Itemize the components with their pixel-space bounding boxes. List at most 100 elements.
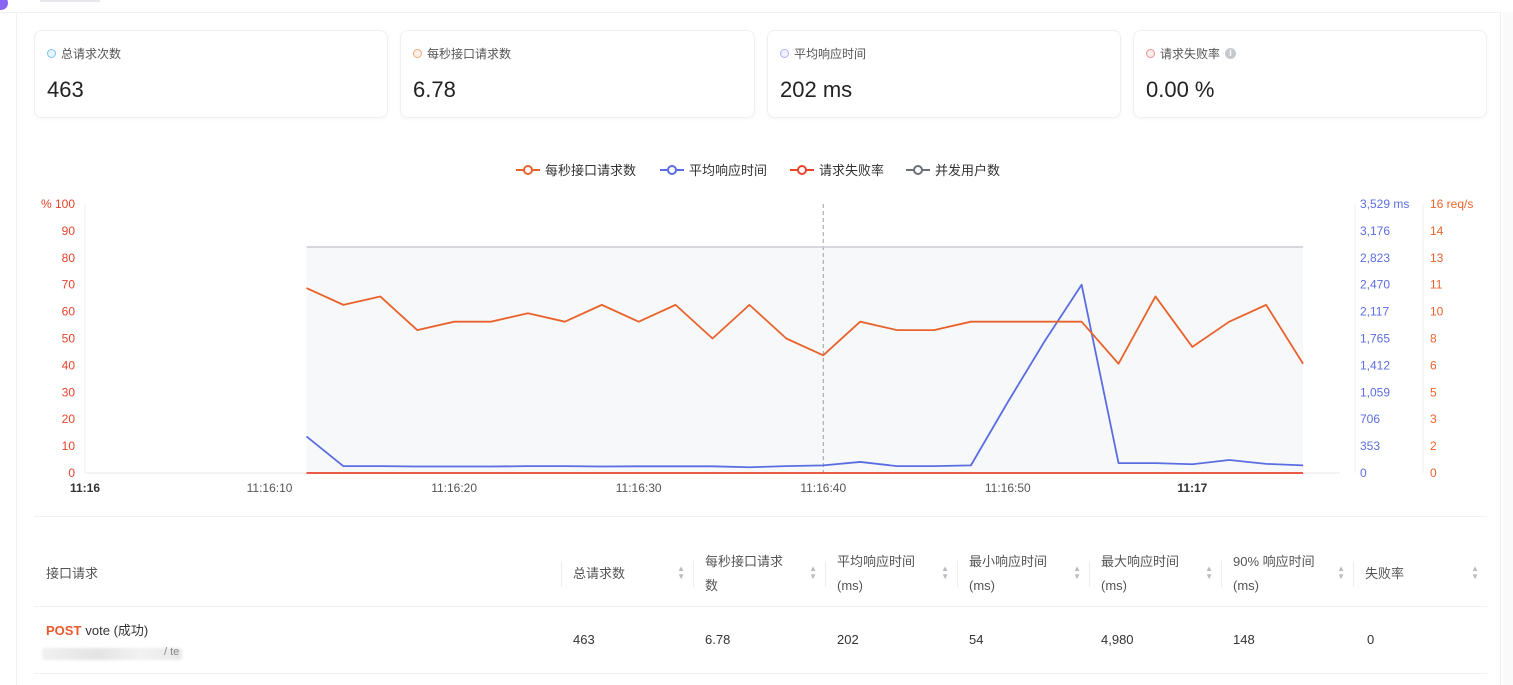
legend-item-failure-rate[interactable]: 请求失败率 bbox=[790, 160, 884, 179]
col-header-max-response[interactable]: 最大响应时间 (ms) ▲ ▼ bbox=[1089, 543, 1221, 605]
app-corner-badge bbox=[0, 0, 8, 10]
stat-value: 202 ms bbox=[780, 77, 853, 102]
stat-label: 总请求次数 bbox=[61, 47, 122, 61]
legend-item-concurrent-users[interactable]: 并发用户数 bbox=[906, 160, 1000, 179]
cell-p90-response: 148 bbox=[1233, 632, 1255, 647]
sort-icon[interactable]: ▲ ▼ bbox=[1337, 564, 1345, 581]
right-axis-rps-tick-label: 0 bbox=[1430, 466, 1437, 480]
stat-value: 463 bbox=[47, 77, 84, 102]
legend-label: 请求失败率 bbox=[819, 163, 885, 178]
endpoint-name: vote (成功) bbox=[85, 623, 149, 638]
x-axis-tick-label: 11:16 bbox=[70, 481, 100, 495]
stat-label: 请求失败率 bbox=[1160, 47, 1221, 61]
col-header-label: 最大响应时间 (ms) bbox=[1101, 554, 1180, 593]
right-axis-ms-tick-label: 1,059 bbox=[1360, 385, 1390, 399]
col-header-label: 最小响应时间 (ms) bbox=[969, 554, 1048, 593]
stat-card-failure-rate: 请求失败率 i 0.00 % bbox=[1133, 30, 1487, 118]
col-header-label: 总请求数 bbox=[573, 566, 626, 581]
left-axis-tick-label: 70 bbox=[62, 278, 76, 292]
cell-min-response: 54 bbox=[969, 632, 984, 647]
right-axis-ms-tick-label: 1,765 bbox=[1360, 332, 1390, 346]
endpoint-cell: POST vote (成功) bbox=[46, 620, 148, 639]
x-axis-tick-label: 11:16:10 bbox=[247, 481, 293, 495]
sort-icon[interactable]: ▲ ▼ bbox=[1073, 564, 1081, 581]
sort-icon[interactable]: ▲ ▼ bbox=[1205, 564, 1213, 581]
cell-rps: 6.78 bbox=[705, 632, 731, 647]
sort-icon[interactable]: ▲ ▼ bbox=[941, 564, 949, 581]
left-axis-tick-label: 20 bbox=[62, 412, 76, 426]
right-axis-ms-tick-label: 3,176 bbox=[1360, 224, 1390, 238]
legend-item-rps[interactable]: 每秒接口请求数 bbox=[516, 160, 636, 179]
legend-label: 每秒接口请求数 bbox=[545, 163, 637, 178]
x-axis-tick-label: 11:16:50 bbox=[985, 481, 1031, 495]
right-border bbox=[1500, 12, 1501, 685]
col-header-avg-response[interactable]: 平均响应时间 (ms) ▲ ▼ bbox=[825, 543, 957, 605]
sort-icon[interactable]: ▲ ▼ bbox=[1471, 564, 1479, 581]
left-axis-tick-label: 60 bbox=[62, 305, 76, 319]
x-axis-tick-label: 11:16:20 bbox=[431, 481, 477, 495]
legend-line-circle-icon bbox=[906, 164, 930, 175]
right-axis-rps-tick-label: 6 bbox=[1430, 358, 1437, 372]
table-header: 接口请求 总请求数 ▲ ▼ 每秒接口请求数 ▲ ▼ 平均响应时间 (ms) ▲ ▼ 最小… bbox=[34, 543, 1487, 605]
right-axis-rps-tick-label: 16 req/s bbox=[1430, 197, 1473, 211]
left-axis-tick-label: 90 bbox=[62, 224, 76, 238]
stat-value: 6.78 bbox=[413, 77, 456, 102]
cell-max-response: 4,980 bbox=[1101, 632, 1134, 647]
sort-icon[interactable]: ▲ ▼ bbox=[677, 564, 685, 581]
dot-icon bbox=[1146, 49, 1155, 58]
left-axis-tick-label: 10 bbox=[62, 439, 76, 453]
legend-line-circle-icon bbox=[516, 164, 540, 175]
redacted-path bbox=[42, 648, 182, 660]
right-axis-rps-tick-label: 11 bbox=[1430, 278, 1443, 292]
x-axis-tick-label: 11:16:40 bbox=[800, 481, 846, 495]
right-axis-rps-tick-label: 13 bbox=[1430, 251, 1444, 265]
right-axis-rps-tick-label: 8 bbox=[1430, 332, 1437, 346]
stat-card-avg-response: 平均响应时间 202 ms bbox=[767, 30, 1121, 118]
col-header-total[interactable]: 总请求数 ▲ ▼ bbox=[561, 543, 693, 605]
left-axis-tick-label: 40 bbox=[62, 358, 76, 372]
left-axis-tick-label: 80 bbox=[62, 251, 76, 265]
concurrent-users-area bbox=[306, 247, 1304, 473]
stat-card-total-requests: 总请求次数 463 bbox=[34, 30, 388, 118]
col-header-label: 平均响应时间 (ms) bbox=[837, 554, 916, 593]
chart-legend: 每秒接口请求数 平均响应时间 请求失败率 并发用户数 bbox=[0, 160, 1513, 180]
table-row[interactable]: POST vote (成功) / te 463 6.78 202 54 4,980… bbox=[34, 607, 1487, 674]
dot-icon bbox=[780, 49, 789, 58]
stat-card-rps: 每秒接口请求数 6.78 bbox=[400, 30, 755, 118]
legend-label: 平均响应时间 bbox=[689, 163, 768, 178]
cell-failure-rate: 0 bbox=[1367, 632, 1375, 647]
scrollbar[interactable] bbox=[1503, 12, 1513, 685]
sort-icon[interactable]: ▲ ▼ bbox=[809, 564, 817, 581]
dot-icon bbox=[47, 49, 56, 58]
col-header-label: 失败率 bbox=[1365, 566, 1405, 581]
col-header-label: 每秒接口请求数 bbox=[705, 554, 784, 593]
info-icon[interactable]: i bbox=[1225, 48, 1237, 59]
right-axis-ms-tick-label: 353 bbox=[1360, 439, 1380, 453]
right-axis-ms-tick-label: 2,470 bbox=[1360, 278, 1390, 292]
col-header-label: 接口请求 bbox=[46, 566, 99, 581]
right-axis-rps-tick-label: 2 bbox=[1430, 439, 1437, 453]
legend-line-circle-icon bbox=[790, 164, 814, 175]
right-axis-ms-tick-label: 2,823 bbox=[1360, 251, 1390, 265]
endpoint-path: / te bbox=[164, 646, 180, 658]
legend-line-circle-icon bbox=[660, 164, 684, 175]
http-method: POST bbox=[46, 623, 82, 638]
right-axis-ms-tick-label: 706 bbox=[1360, 412, 1380, 426]
stat-label: 每秒接口请求数 bbox=[427, 47, 512, 61]
col-header-min-response[interactable]: 最小响应时间 (ms) ▲ ▼ bbox=[957, 543, 1089, 605]
table-header-divider bbox=[34, 606, 1487, 607]
series-line-rps bbox=[306, 287, 1304, 365]
left-border bbox=[16, 12, 17, 685]
stat-value: 0.00 % bbox=[1146, 77, 1215, 102]
col-header-rps[interactable]: 每秒接口请求数 ▲ ▼ bbox=[693, 543, 825, 605]
col-header-failure-rate[interactable]: 失败率 ▲ ▼ bbox=[1353, 543, 1487, 605]
right-axis-rps-tick-label: 14 bbox=[1430, 224, 1444, 238]
legend-label: 并发用户数 bbox=[935, 163, 1001, 178]
legend-item-avg-response[interactable]: 平均响应时间 bbox=[660, 160, 767, 179]
right-axis-ms-tick-label: 0 bbox=[1360, 466, 1367, 480]
col-header-p90-response[interactable]: 90% 响应时间 (ms) ▲ ▼ bbox=[1221, 543, 1353, 605]
right-axis-rps-tick-label: 3 bbox=[1430, 412, 1437, 426]
right-axis-ms-tick-label: 2,117 bbox=[1360, 305, 1389, 319]
right-axis-rps-tick-label: 5 bbox=[1430, 385, 1437, 399]
